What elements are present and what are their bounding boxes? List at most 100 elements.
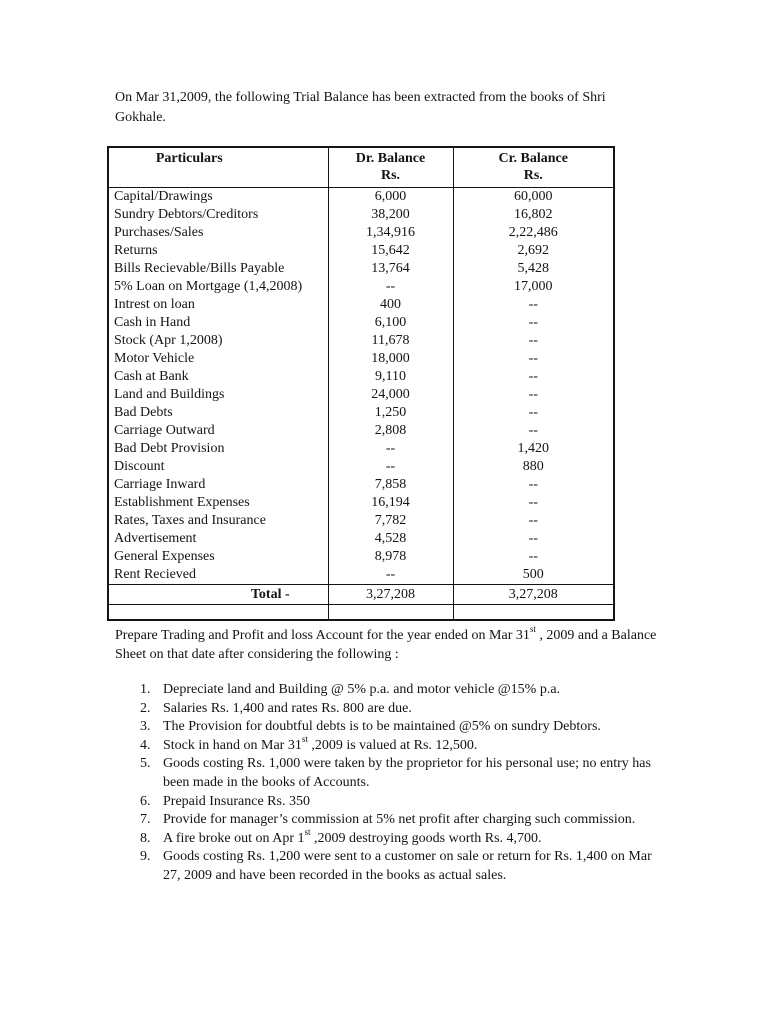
row-particulars: Establishment Expenses xyxy=(107,494,329,512)
table-row: Bad Debts 1,250 -- xyxy=(107,404,615,422)
note-text: Prepaid Insurance Rs. 350 xyxy=(163,793,310,809)
row-dr-value: 400 xyxy=(327,296,454,314)
row-dr-value: 13,764 xyxy=(327,260,454,278)
row-cr-value: -- xyxy=(452,368,615,386)
intro-paragraph: On Mar 31,2009, the following Trial Bala… xyxy=(115,90,606,125)
row-particulars: Carriage Inward xyxy=(107,476,329,494)
table-row: Advertisement 4,528 -- xyxy=(107,530,615,548)
list-item: 6. Prepaid Insurance Rs. 350 xyxy=(140,793,660,812)
row-cr-value: -- xyxy=(452,296,615,314)
row-particulars: Cash at Bank xyxy=(107,368,329,386)
row-particulars: Intrest on loan xyxy=(107,296,329,314)
trial-balance-table: Particulars Dr. Balance Rs. Cr. Balance … xyxy=(107,146,615,621)
table-row: Rates, Taxes and Insurance 7,782 -- xyxy=(107,512,615,530)
row-cr-value: 2,692 xyxy=(452,242,615,260)
row-cr-value: -- xyxy=(452,404,615,422)
note-text: Stock in hand on Mar 31 xyxy=(163,737,302,753)
list-item-text: The Provision for doubtful debts is to b… xyxy=(163,718,660,737)
instruction-paragraph: Prepare Trading and Profit and loss Acco… xyxy=(115,624,660,664)
row-cr-value: 500 xyxy=(452,566,615,585)
row-dr-value: 7,782 xyxy=(327,512,454,530)
list-item-text: Stock in hand on Mar 31st ,2009 is value… xyxy=(163,734,660,756)
empty-cell xyxy=(327,604,454,620)
row-particulars: Motor Vehicle xyxy=(107,350,329,368)
table-header-row: Particulars Dr. Balance Rs. Cr. Balance … xyxy=(107,146,615,188)
column-header-particulars: Particulars xyxy=(107,146,329,188)
note-text: The Provision for doubtful debts is to b… xyxy=(163,719,601,735)
row-dr-value: -- xyxy=(327,440,454,458)
note-text: ,2009 is valued at Rs. 12,500. xyxy=(307,737,478,753)
row-cr-value: -- xyxy=(452,314,615,332)
dr-balance-label: Dr. Balance xyxy=(355,151,426,166)
row-dr-value: 24,000 xyxy=(327,386,454,404)
list-item-text: Goods costing Rs. 1,200 were sent to a c… xyxy=(163,848,660,885)
row-cr-value: -- xyxy=(452,422,615,440)
list-item-text: Prepaid Insurance Rs. 350 xyxy=(163,793,660,812)
column-header-dr-balance: Dr. Balance Rs. xyxy=(327,146,454,188)
list-item-number: 4. xyxy=(140,737,151,753)
list-item-number: 2. xyxy=(140,700,151,716)
row-cr-value: -- xyxy=(452,494,615,512)
table-row: Establishment Expenses 16,194 -- xyxy=(107,494,615,512)
row-dr-value: -- xyxy=(327,458,454,476)
list-item-text: Goods costing Rs. 1,000 were taken by th… xyxy=(163,755,660,792)
instruction-text: Prepare Trading and Profit and loss Acco… xyxy=(115,628,530,643)
row-particulars: Rates, Taxes and Insurance xyxy=(107,512,329,530)
row-cr-value: 2,22,486 xyxy=(452,224,615,242)
list-item-number: 3. xyxy=(140,719,151,735)
table-row: Bills Recievable/Bills Payable 13,764 5,42… xyxy=(107,260,615,278)
row-dr-value: 6,000 xyxy=(327,187,454,206)
table-row: Bad Debt Provision -- 1,420 xyxy=(107,440,615,458)
superscript-st: st xyxy=(304,827,311,838)
row-cr-value: -- xyxy=(452,350,615,368)
table-row: Stock (Apr 1,2008) 11,678 -- xyxy=(107,332,615,350)
column-header-cr-balance: Cr. Balance Rs. xyxy=(452,146,615,188)
row-dr-value: 1,34,916 xyxy=(327,224,454,242)
row-cr-value: 5,428 xyxy=(452,260,615,278)
list-item-number: 5. xyxy=(140,756,151,772)
superscript-st: st xyxy=(301,734,308,745)
dr-currency-label: Rs. xyxy=(380,168,401,183)
row-cr-value: 17,000 xyxy=(452,278,615,296)
row-particulars: Discount xyxy=(107,458,329,476)
row-cr-value: -- xyxy=(452,530,615,548)
list-item-number: 8. xyxy=(140,830,151,846)
row-dr-value: 1,250 xyxy=(327,404,454,422)
table-row: Capital/Drawings 6,000 60,000 xyxy=(107,187,615,206)
note-text: Salaries Rs. 1,400 and rates Rs. 800 are… xyxy=(163,700,412,716)
row-particulars: Advertisement xyxy=(107,530,329,548)
row-particulars: Capital/Drawings xyxy=(107,187,329,206)
list-item-text: Salaries Rs. 1,400 and rates Rs. 800 are… xyxy=(163,700,660,719)
row-dr-value: 38,200 xyxy=(327,206,454,224)
row-cr-value: -- xyxy=(452,332,615,350)
row-dr-value: 11,678 xyxy=(327,332,454,350)
table-row: Sundry Debtors/Creditors 38,200 16,802 xyxy=(107,206,615,224)
row-dr-value: 2,808 xyxy=(327,422,454,440)
list-item: 7. Provide for manager’s commission at 5%… xyxy=(140,811,660,830)
list-item: 9. Goods costing Rs. 1,200 were sent to a… xyxy=(140,848,660,885)
row-dr-value: 18,000 xyxy=(327,350,454,368)
total-cr-value: 3,27,208 xyxy=(452,584,615,605)
row-dr-value: 8,978 xyxy=(327,548,454,566)
row-cr-value: -- xyxy=(452,476,615,494)
cr-currency-label: Rs. xyxy=(523,168,543,183)
table-total-row: Total - 3,27,208 3,27,208 xyxy=(107,584,615,605)
superscript-st: st xyxy=(529,624,536,635)
note-text: A fire broke out on Apr 1 xyxy=(163,830,305,846)
row-particulars: Sundry Debtors/Creditors xyxy=(107,206,329,224)
list-item: 8. A fire broke out on Apr 1st ,2009 dest… xyxy=(140,827,660,849)
table-row: General Expenses 8,978 -- xyxy=(107,548,615,566)
list-item-text: A fire broke out on Apr 1st ,2009 destro… xyxy=(163,827,660,849)
row-cr-value: 60,000 xyxy=(452,187,615,206)
row-dr-value: 16,194 xyxy=(327,494,454,512)
table-row: Carriage Inward 7,858 -- xyxy=(107,476,615,494)
table-row: Intrest on loan 400 -- xyxy=(107,296,615,314)
table-empty-row xyxy=(107,604,615,620)
table-row: Returns 15,642 2,692 xyxy=(107,242,615,260)
note-text: Provide for manager’s commission at 5% n… xyxy=(163,812,636,828)
row-dr-value: 7,858 xyxy=(327,476,454,494)
row-particulars: Rent Recieved xyxy=(107,566,329,585)
row-particulars: Carriage Outward xyxy=(107,422,329,440)
note-text: Goods costing Rs. 1,000 were taken by th… xyxy=(163,756,651,790)
row-particulars: General Expenses xyxy=(107,548,329,566)
